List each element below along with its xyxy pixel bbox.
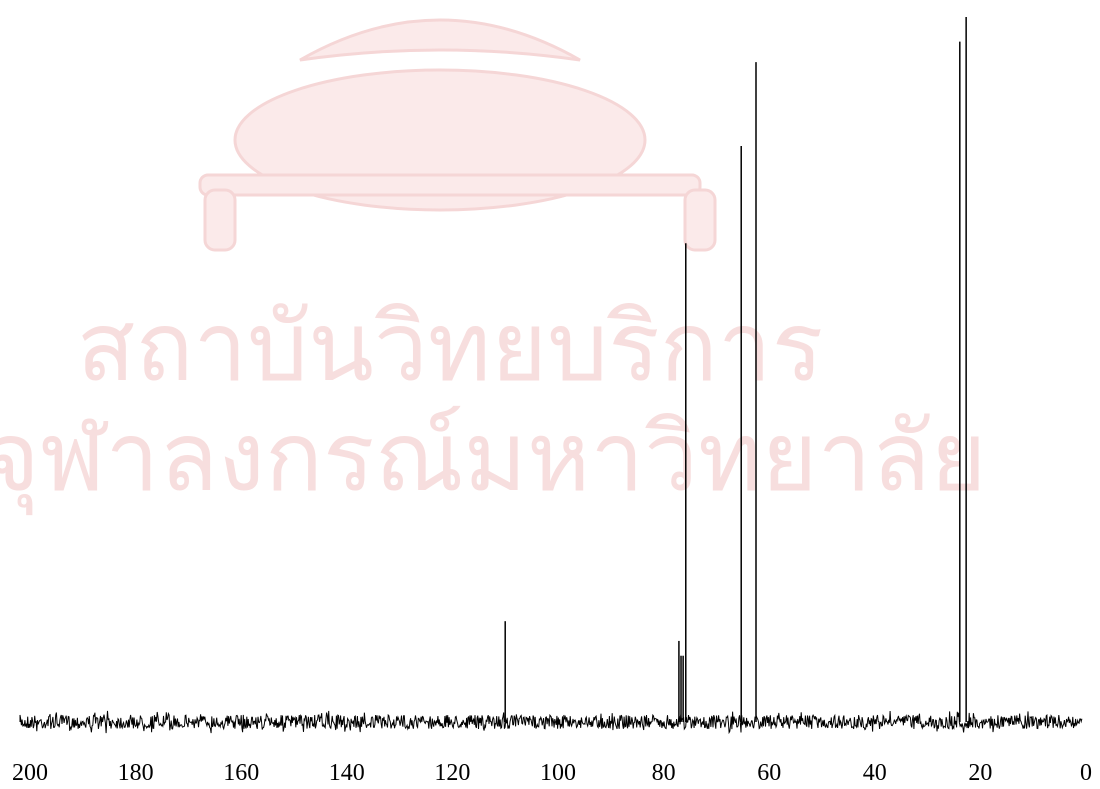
chart: สถาบันวิทยบริการ จุฬาลงกรณ์มหาวิทยาลัย 2… [0, 0, 1100, 789]
x-tick-label: 180 [118, 760, 154, 786]
watermark: สถาบันวิทยบริการ [77, 291, 824, 403]
x-tick-label: 120 [434, 760, 470, 786]
x-tick-label: 140 [329, 760, 365, 786]
x-tick-label: 60 [757, 760, 781, 786]
x-tick-label: 0 [1080, 760, 1092, 786]
x-tick-label: 80 [652, 760, 676, 786]
baseline-noise [20, 711, 1082, 733]
x-tick-label: 200 [12, 760, 48, 786]
x-tick-label: 20 [968, 760, 992, 786]
emblem [200, 20, 715, 250]
x-tick-label: 100 [540, 760, 576, 786]
watermark: จุฬาลงกรณ์มหาวิทยาลัย [0, 401, 987, 516]
x-tick-label: 40 [863, 760, 887, 786]
x-tick-label: 160 [223, 760, 259, 786]
